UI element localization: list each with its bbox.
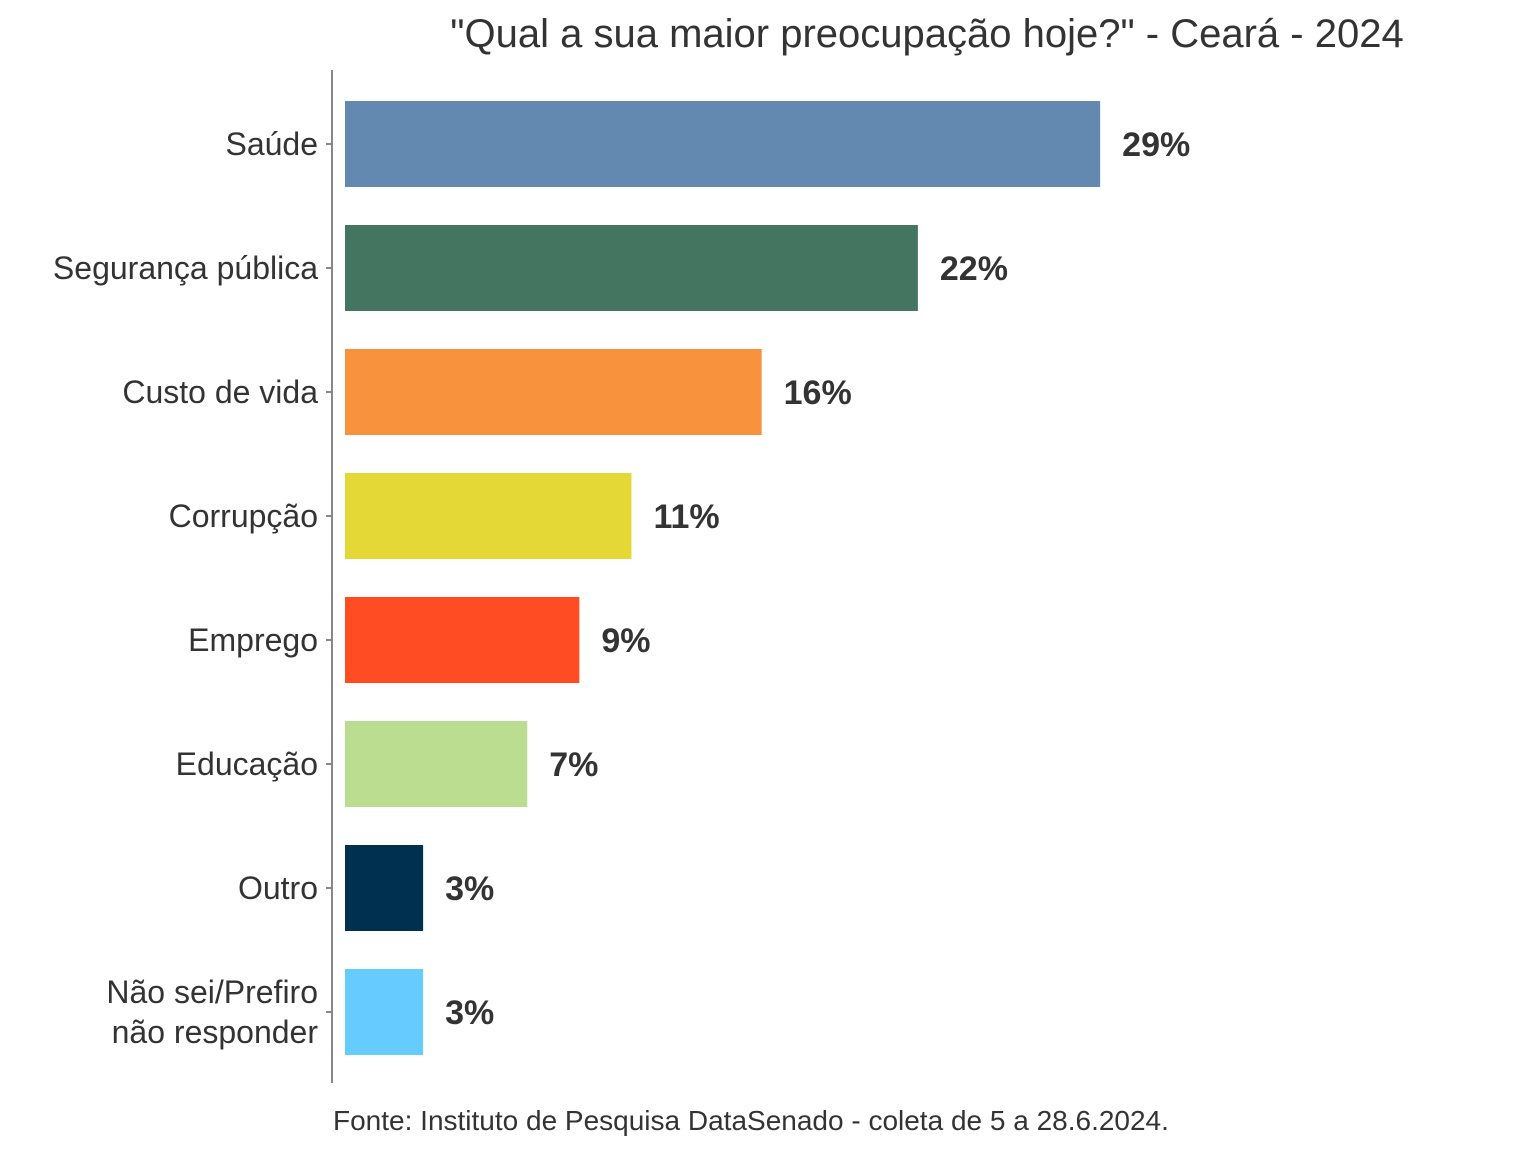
category-label-7: Não sei/Prefiro não responder [106, 974, 318, 1050]
category-label-0: Saúde [225, 126, 318, 162]
bar-2 [345, 349, 762, 435]
bars-layer [345, 101, 1101, 1055]
bar-0 [345, 101, 1101, 187]
category-label-5: Educação [176, 746, 318, 782]
category-label-2: Custo de vida [122, 374, 318, 410]
value-label-2: 16% [784, 374, 852, 412]
value-label-1: 22% [940, 250, 1008, 288]
bar-6 [345, 845, 424, 931]
value-label-3: 11% [653, 498, 719, 536]
category-label-1: Segurança pública [53, 250, 318, 286]
category-labels-layer: Saúde Segurança pública Custo de vida Corru… [53, 126, 318, 1050]
bar-5 [345, 721, 528, 807]
category-label-4: Emprego [188, 622, 318, 658]
value-label-5: 7% [549, 746, 598, 784]
value-label-6: 3% [445, 870, 494, 908]
category-label-3: Corrupção [169, 498, 318, 534]
value-label-7: 3% [445, 994, 494, 1032]
value-labels-layer: 29% 22% 16% 11% 9% 7% 3% 3% [445, 126, 1190, 1032]
bar-1 [345, 225, 918, 311]
chart-title: "Qual a sua maior preocupação hoje?" - C… [450, 12, 1403, 56]
category-label-6: Outro [238, 870, 318, 906]
bar-4 [345, 597, 580, 683]
value-label-4: 9% [601, 622, 650, 660]
source-note: Fonte: Instituto de Pesquisa DataSenado … [333, 1105, 1169, 1136]
y-ticks-layer [326, 143, 332, 1013]
value-label-0: 29% [1122, 126, 1190, 164]
bar-3 [345, 473, 632, 559]
bar-7 [345, 969, 424, 1055]
